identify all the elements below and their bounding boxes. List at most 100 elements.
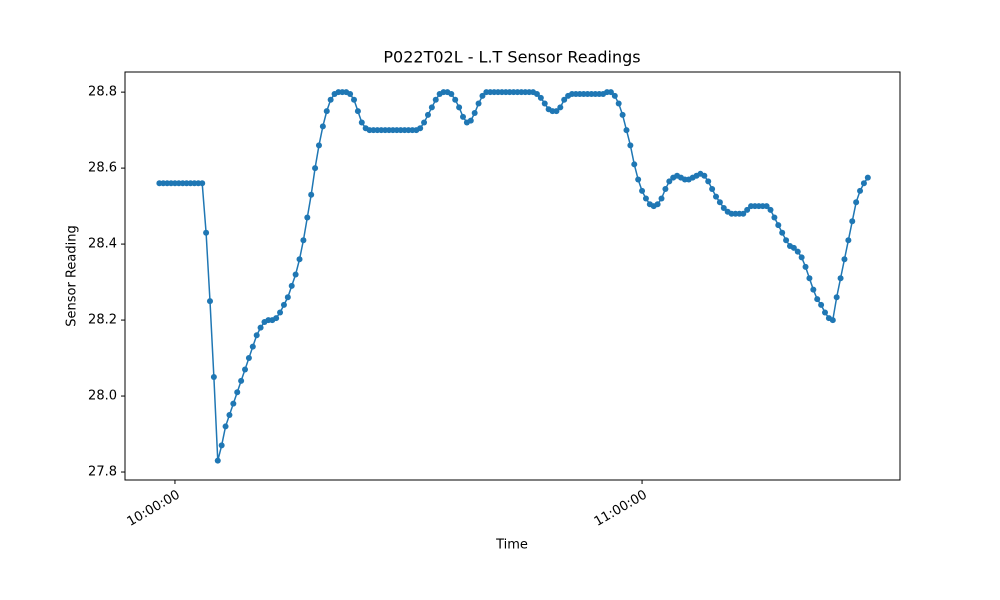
data-point bbox=[417, 125, 424, 132]
data-point bbox=[253, 332, 260, 339]
data-point bbox=[358, 119, 365, 126]
data-point bbox=[424, 111, 431, 118]
data-point bbox=[775, 222, 782, 229]
data-point bbox=[557, 104, 564, 111]
data-point bbox=[304, 214, 311, 221]
data-point bbox=[203, 229, 210, 236]
data-point bbox=[296, 256, 303, 263]
data-point bbox=[249, 343, 256, 350]
data-point bbox=[860, 180, 867, 187]
data-point bbox=[744, 206, 751, 213]
data-point bbox=[351, 96, 358, 103]
data-point bbox=[701, 172, 708, 179]
data-point bbox=[662, 186, 669, 193]
data-point bbox=[720, 205, 727, 211]
data-point bbox=[319, 123, 326, 130]
data-point bbox=[794, 248, 801, 255]
data-point bbox=[802, 263, 809, 270]
data-point bbox=[471, 110, 478, 117]
data-point bbox=[323, 108, 330, 115]
data-point bbox=[818, 301, 825, 308]
data-point bbox=[347, 91, 354, 98]
data-point bbox=[421, 119, 428, 126]
data-point bbox=[666, 178, 673, 185]
chart-title: P022T02L - L.T Sensor Readings bbox=[383, 48, 640, 67]
data-point bbox=[280, 301, 287, 308]
data-point bbox=[790, 244, 797, 251]
y-tick-label: 28.0 bbox=[88, 389, 117, 404]
data-point bbox=[841, 256, 848, 263]
data-point bbox=[537, 94, 544, 101]
data-point bbox=[242, 366, 249, 373]
plot-frame bbox=[124, 71, 901, 481]
data-point bbox=[798, 254, 805, 261]
data-point bbox=[763, 203, 770, 210]
data-point bbox=[206, 298, 213, 305]
data-point bbox=[611, 92, 618, 99]
y-tick-label: 28.2 bbox=[88, 313, 117, 328]
data-point bbox=[709, 186, 716, 193]
data-point bbox=[658, 195, 665, 202]
x-tick-label: 10:00:00 bbox=[125, 488, 183, 530]
data-point bbox=[806, 275, 813, 282]
data-point bbox=[456, 104, 463, 111]
data-point bbox=[460, 113, 467, 120]
data-point bbox=[448, 91, 455, 98]
data-point bbox=[845, 237, 852, 244]
data-point bbox=[230, 400, 237, 407]
y-tick-label: 27.8 bbox=[88, 465, 117, 480]
data-point bbox=[273, 315, 280, 322]
data-point bbox=[553, 108, 560, 115]
data-point bbox=[479, 92, 486, 99]
data-point bbox=[354, 108, 361, 115]
data-point bbox=[226, 412, 233, 419]
data-point bbox=[642, 195, 649, 202]
y-axis-label: Sensor Reading bbox=[65, 225, 80, 326]
data-point bbox=[218, 442, 225, 449]
data-point bbox=[312, 165, 319, 172]
data-point bbox=[238, 377, 245, 384]
data-point bbox=[837, 275, 844, 282]
data-point bbox=[428, 104, 435, 111]
data-point bbox=[561, 96, 568, 103]
data-point bbox=[716, 199, 723, 206]
data-point bbox=[771, 214, 778, 221]
data-point bbox=[635, 176, 642, 183]
data-point bbox=[829, 317, 836, 324]
data-point bbox=[654, 201, 661, 208]
data-point bbox=[853, 199, 860, 206]
y-tick-label: 28.4 bbox=[88, 237, 117, 252]
data-point bbox=[327, 96, 334, 103]
data-point bbox=[814, 296, 821, 303]
data-point bbox=[452, 96, 459, 103]
data-point bbox=[257, 324, 264, 331]
data-point bbox=[740, 210, 747, 217]
data-point bbox=[615, 100, 622, 107]
data-point bbox=[857, 187, 864, 194]
y-tick-label: 28.8 bbox=[88, 85, 117, 100]
data-point bbox=[864, 174, 871, 181]
data-point bbox=[783, 237, 790, 244]
data-point bbox=[833, 294, 840, 301]
data-point bbox=[277, 309, 284, 316]
data-point bbox=[288, 282, 295, 289]
data-point bbox=[607, 89, 614, 96]
data-point bbox=[541, 100, 548, 107]
data-point bbox=[533, 91, 540, 98]
data-point bbox=[234, 389, 241, 396]
data-point bbox=[300, 237, 307, 244]
data-point bbox=[199, 180, 206, 187]
data-line bbox=[159, 91, 869, 461]
data-point bbox=[308, 191, 315, 198]
data-point bbox=[467, 117, 474, 124]
data-point bbox=[810, 286, 817, 293]
data-point bbox=[222, 423, 229, 430]
data-point bbox=[767, 206, 774, 213]
data-point bbox=[245, 355, 252, 362]
data-point bbox=[849, 218, 856, 225]
data-point bbox=[210, 374, 217, 381]
x-tick-label: 11:00:00 bbox=[592, 488, 650, 530]
data-point bbox=[214, 457, 221, 464]
data-point bbox=[779, 229, 786, 236]
